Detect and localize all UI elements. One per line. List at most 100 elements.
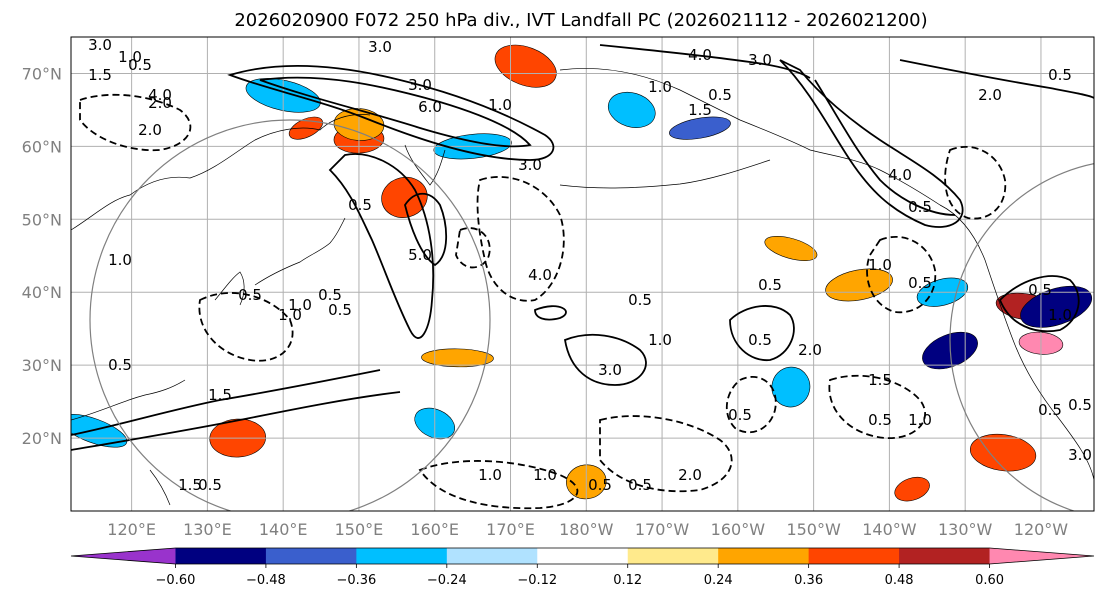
contour-label: 0.5 (198, 476, 222, 494)
contour-label: 1.0 (868, 256, 892, 274)
contour-label: 0.5 (748, 331, 772, 349)
contour-label: 0.5 (588, 476, 612, 494)
contour-label: 0.5 (1028, 281, 1052, 299)
contour-label: 1.5 (688, 101, 712, 119)
map-frame (70, 36, 1095, 512)
contour-label: 4.0 (528, 266, 552, 284)
contour-label: 0.5 (708, 86, 732, 104)
contour-label: 0.5 (628, 476, 652, 494)
colorbar-tick-label: 0.24 (704, 573, 733, 588)
divergence-patch (771, 366, 811, 408)
contour-label: 2.0 (978, 86, 1002, 104)
colorbar-extend-max (989, 548, 1094, 564)
contour-negative (198, 292, 294, 362)
contour-label: 3.0 (1068, 446, 1092, 464)
contour-positive (404, 192, 448, 267)
divergence-patch (381, 176, 428, 218)
lon-tick-label: 150°E (335, 520, 384, 539)
lat-tick-label: 70°N (22, 64, 62, 83)
contour-label: 1.0 (288, 296, 312, 314)
lat-tick-label: 50°N (22, 210, 62, 229)
colorbar-segment (718, 548, 810, 564)
contour-label: 2.0 (138, 121, 162, 139)
lat-tick-label: 30°N (22, 356, 62, 375)
contour-label: 6.0 (418, 98, 442, 116)
lon-tick-label: 180°W (559, 520, 614, 539)
latitude-tick-labels: 70°N 60°N 50°N 40°N 30°N 20°N (22, 64, 62, 448)
ivt-probability-circles (89, 119, 1094, 511)
lon-tick-label: 130°E (183, 520, 232, 539)
contour-label: 0.5 (908, 274, 932, 292)
contour-positive (599, 44, 811, 79)
contour-label: 1.5 (868, 371, 892, 389)
contour-positive (71, 369, 381, 436)
contour-negative (455, 227, 491, 269)
contour-label: 1.5 (178, 476, 202, 494)
contour-negative (828, 374, 926, 439)
contour-positive (998, 275, 1080, 333)
coastline-china-south (71, 379, 186, 421)
divergence-patch (764, 236, 818, 261)
contour-label: 1.0 (648, 78, 672, 96)
contour-label: 1.5 (88, 66, 112, 84)
colorbar-tick-labels: −0.60 −0.48 −0.36 −0.24 −0.12 0.12 0.24 0.36 0.4… (156, 564, 1004, 588)
contour-label: 1.0 (108, 251, 132, 269)
coastline-alaska (559, 68, 941, 206)
colorbar-segment (265, 548, 357, 564)
contour-label: 1.0 (1048, 306, 1072, 324)
contour-label: 1.0 (118, 48, 142, 66)
contour-label: 1.0 (648, 331, 672, 349)
contour-label: 0.5 (908, 198, 932, 216)
lon-tick-label: 170°E (486, 520, 535, 539)
divergence-patch (825, 268, 893, 302)
contour-label: 2.0 (798, 341, 822, 359)
contour-positive (563, 333, 647, 386)
contour-label: 1.0 (908, 411, 932, 429)
contour-label: 1.0 (488, 96, 512, 114)
colorbar-tick-label: −0.12 (517, 573, 557, 588)
coastline-asia (71, 114, 371, 231)
colorbar-segments (70, 547, 1095, 565)
lon-tick-label: 140°W (862, 520, 917, 539)
coastline-kamchatka (404, 144, 446, 186)
colorbar-tick-label: 0.12 (613, 573, 642, 588)
coastlines (71, 68, 1094, 506)
contour-label: 5.0 (408, 246, 432, 264)
contour-label: 4.0 (688, 46, 712, 64)
lon-tick-label: 160°W (711, 520, 766, 539)
contour-negative (418, 460, 579, 510)
lat-tick-label: 60°N (22, 137, 62, 156)
contour-label: 0.5 (868, 411, 892, 429)
divergence-patch (669, 116, 731, 140)
colorbar-extend-min (71, 548, 176, 564)
contour-label: 0.5 (1038, 401, 1062, 419)
contour-label: 0.5 (328, 301, 352, 319)
probability-circle (949, 163, 1094, 511)
lon-tick-label: 140°E (259, 520, 308, 539)
contour-negative (866, 235, 937, 314)
lon-tick-label: 120°E (107, 520, 156, 539)
contour-negative (599, 415, 733, 493)
divergence-patch (421, 348, 494, 368)
colorbar-tick-label: 0.36 (794, 573, 823, 588)
contour-label: 3.0 (368, 38, 392, 56)
divergence-patch (894, 476, 930, 502)
positive-contours (71, 44, 1094, 451)
contour-positive (71, 391, 401, 451)
contour-label: 4.0 (148, 86, 172, 104)
contour-negative (944, 145, 1007, 220)
contour-label: 2.0 (678, 466, 702, 484)
contour-label: 0.5 (628, 291, 652, 309)
coastline-japan (254, 217, 346, 286)
chart-title: 2026020900 F072 250 hPa div., IVT Landfa… (234, 10, 927, 31)
contour-positive (328, 153, 435, 339)
contour-label: 3.0 (408, 76, 432, 94)
colorbar-tick-label: −0.60 (156, 573, 196, 588)
contour-label: 2.0 (148, 94, 172, 112)
longitude-tick-labels: 120°E 130°E 140°E 150°E 160°E 170°E 180°W 170°W… (107, 520, 1068, 539)
lon-tick-label: 130°W (938, 520, 993, 539)
colorbar-segment (627, 548, 719, 564)
negative-contours (79, 93, 1007, 510)
contour-label: 0.5 (318, 286, 342, 304)
